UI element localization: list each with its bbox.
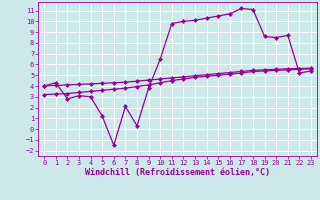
X-axis label: Windchill (Refroidissement éolien,°C): Windchill (Refroidissement éolien,°C) bbox=[85, 168, 270, 177]
